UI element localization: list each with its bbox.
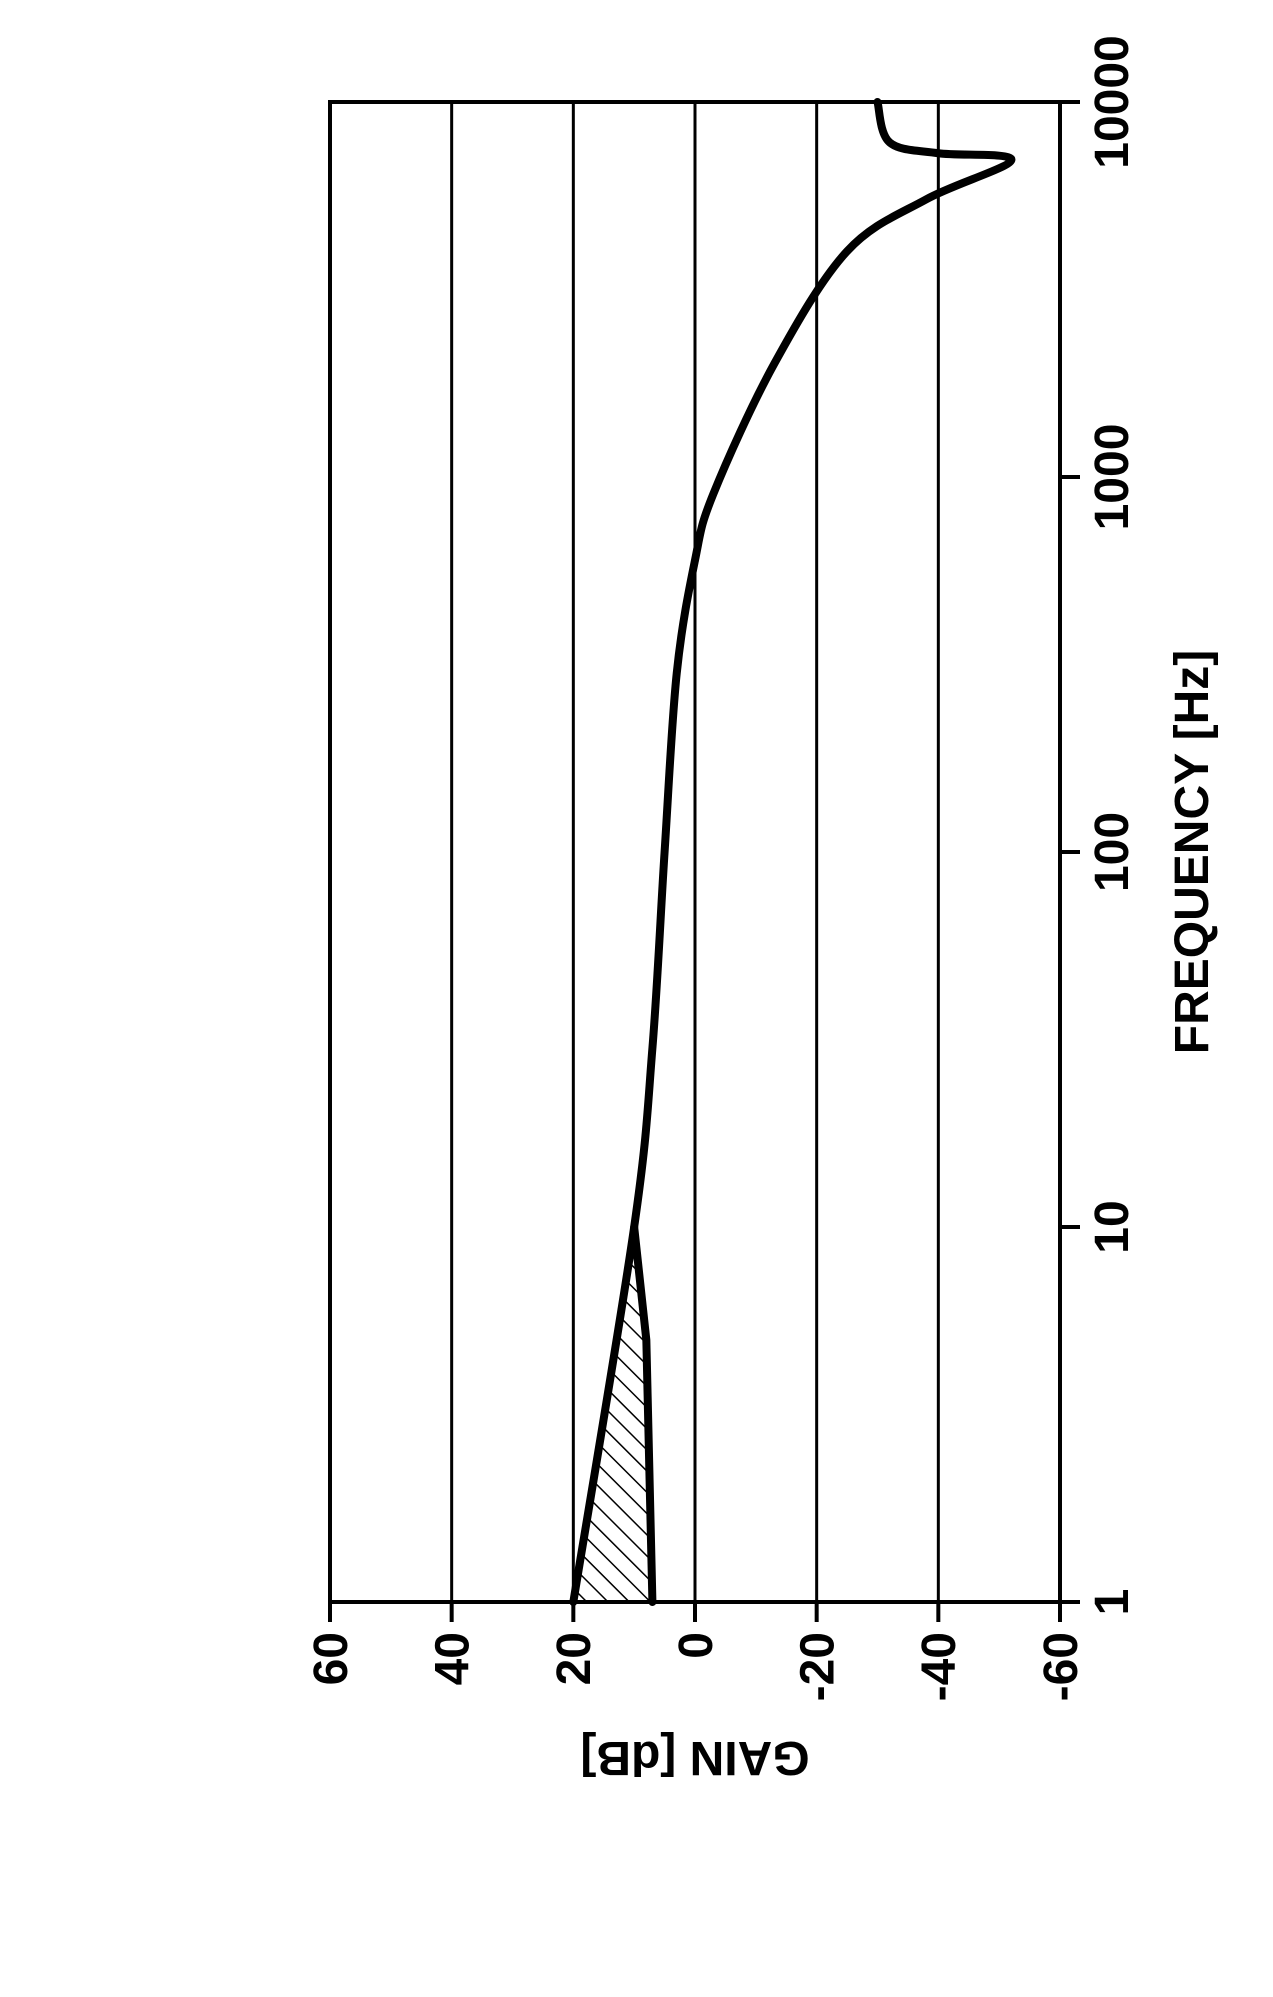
svg-text:-20: -20	[791, 1632, 844, 1701]
svg-text:10: 10	[1086, 1200, 1139, 1253]
svg-text:FREQUENCY [Hz]: FREQUENCY [Hz]	[1166, 650, 1219, 1054]
svg-text:-60: -60	[1035, 1632, 1088, 1701]
svg-text:0: 0	[670, 1632, 723, 1659]
svg-text:-40: -40	[913, 1632, 966, 1701]
svg-text:60: 60	[305, 1632, 358, 1685]
svg-text:1000: 1000	[1086, 424, 1139, 531]
svg-text:20: 20	[548, 1632, 601, 1685]
svg-text:GAIN [dB]: GAIN [dB]	[580, 1731, 809, 1784]
svg-text:10000: 10000	[1086, 35, 1139, 168]
svg-text:40: 40	[426, 1632, 479, 1685]
gain-vs-frequency-chart: 1 10 100 1000 10000 -60 -40 -20 0 20 40 60 FREQUENCY…	[0, 0, 1273, 1992]
chart-container: 1 10 100 1000 10000 -60 -40 -20 0 20 40 60 FREQUENCY…	[0, 0, 1273, 1992]
svg-text:100: 100	[1086, 812, 1139, 892]
svg-text:1: 1	[1086, 1589, 1139, 1616]
